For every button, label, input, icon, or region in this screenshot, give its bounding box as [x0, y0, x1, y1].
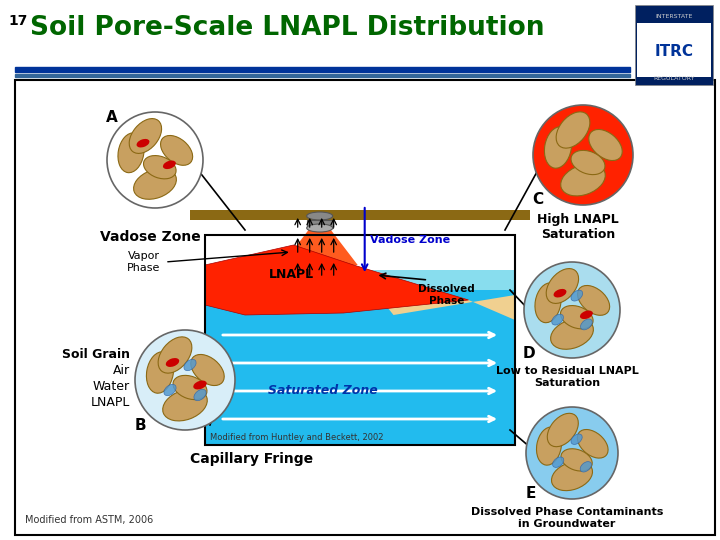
Text: D: D — [523, 346, 535, 361]
Bar — [190, 210, 530, 220]
Text: A: A — [106, 110, 118, 125]
Bar — [15, 74, 630, 77]
Ellipse shape — [307, 224, 333, 232]
Ellipse shape — [552, 314, 564, 325]
Text: High LNAPL
Saturation: High LNAPL Saturation — [537, 213, 619, 241]
Ellipse shape — [546, 268, 579, 303]
Ellipse shape — [193, 381, 207, 389]
Text: REGULATORY: REGULATORY — [653, 76, 695, 80]
Text: Water: Water — [93, 381, 130, 394]
Text: LNAPL: LNAPL — [91, 396, 130, 409]
Ellipse shape — [184, 359, 196, 370]
Ellipse shape — [552, 461, 593, 491]
Ellipse shape — [166, 358, 179, 367]
Ellipse shape — [561, 164, 606, 196]
Bar — [205, 270, 515, 290]
Circle shape — [533, 105, 633, 205]
Text: Vapor
Phase: Vapor Phase — [127, 251, 160, 273]
Ellipse shape — [146, 352, 174, 393]
Text: Saturated Zone: Saturated Zone — [268, 383, 378, 396]
Ellipse shape — [129, 119, 161, 153]
Ellipse shape — [580, 319, 593, 330]
Ellipse shape — [571, 290, 582, 301]
Ellipse shape — [560, 306, 593, 329]
Text: Soil Pore-Scale LNAPL Distribution: Soil Pore-Scale LNAPL Distribution — [30, 15, 544, 41]
Ellipse shape — [577, 286, 610, 315]
Ellipse shape — [143, 156, 176, 179]
Ellipse shape — [580, 310, 593, 319]
Bar — [205, 235, 515, 445]
Ellipse shape — [561, 449, 593, 471]
Ellipse shape — [164, 384, 176, 396]
Ellipse shape — [552, 457, 564, 468]
Polygon shape — [205, 245, 469, 315]
Text: LNAPL: LNAPL — [269, 268, 315, 281]
Ellipse shape — [137, 139, 150, 147]
Ellipse shape — [163, 160, 176, 169]
Ellipse shape — [118, 133, 144, 173]
Text: Low to Residual LNAPL
Saturation: Low to Residual LNAPL Saturation — [495, 366, 639, 388]
Text: 17: 17 — [8, 14, 27, 28]
Circle shape — [107, 112, 203, 208]
Ellipse shape — [161, 136, 193, 165]
Text: Modified from ASTM, 2006: Modified from ASTM, 2006 — [25, 515, 153, 525]
Ellipse shape — [536, 427, 562, 465]
Text: Vadose Zone: Vadose Zone — [369, 235, 450, 245]
Ellipse shape — [544, 127, 572, 168]
Text: ITRC: ITRC — [654, 44, 693, 59]
Bar — [635, 5, 713, 85]
Circle shape — [135, 330, 235, 430]
Polygon shape — [354, 265, 515, 320]
Ellipse shape — [556, 112, 590, 148]
Ellipse shape — [134, 168, 176, 199]
Ellipse shape — [571, 150, 605, 174]
Ellipse shape — [163, 389, 207, 421]
Ellipse shape — [551, 319, 593, 349]
Text: Dissolved
Phase: Dissolved Phase — [418, 284, 475, 306]
Ellipse shape — [191, 354, 224, 386]
Ellipse shape — [158, 337, 192, 373]
Text: Modified from Huntley and Beckett, 2002: Modified from Huntley and Beckett, 2002 — [210, 433, 384, 442]
Ellipse shape — [554, 289, 567, 298]
Ellipse shape — [307, 212, 333, 220]
Ellipse shape — [580, 462, 591, 472]
Ellipse shape — [547, 413, 578, 447]
Text: Air: Air — [113, 364, 130, 377]
Ellipse shape — [173, 375, 207, 400]
Ellipse shape — [571, 434, 582, 444]
Text: E: E — [526, 487, 536, 502]
Text: Capillary Fringe: Capillary Fringe — [190, 452, 313, 466]
Bar — [15, 80, 715, 535]
Text: Soil Grain: Soil Grain — [62, 348, 130, 361]
Bar — [15, 67, 630, 72]
Bar — [205, 290, 515, 445]
Ellipse shape — [589, 130, 622, 160]
Text: Dissolved Phase Contaminants
in Groundwater: Dissolved Phase Contaminants in Groundwa… — [471, 507, 663, 529]
Ellipse shape — [535, 283, 561, 323]
Circle shape — [524, 262, 620, 358]
Text: B: B — [134, 417, 146, 433]
Text: C: C — [532, 192, 544, 207]
Ellipse shape — [577, 429, 608, 458]
Text: INTERSTATE: INTERSTATE — [655, 15, 693, 19]
Circle shape — [526, 407, 618, 499]
Text: Vadose Zone: Vadose Zone — [99, 230, 200, 244]
Bar — [307, 220, 333, 228]
Polygon shape — [282, 218, 358, 265]
Ellipse shape — [194, 389, 206, 401]
Bar — [637, 23, 711, 77]
